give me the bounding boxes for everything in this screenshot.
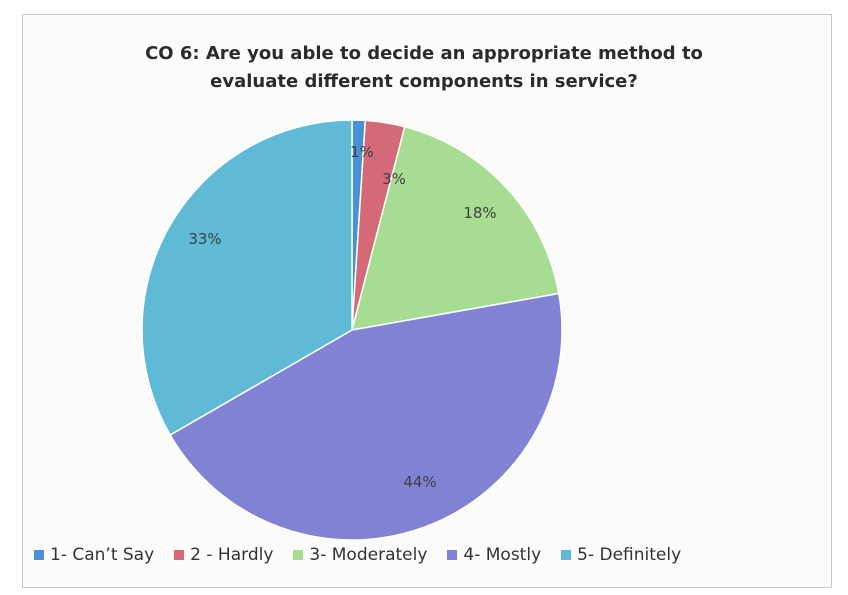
legend-item-5: 5- Definitely — [561, 545, 681, 565]
legend-item-3: 3- Moderately — [293, 545, 427, 565]
chart-legend: 1- Can’t Say 2 - Hardly 3- Moderately 4- Mo… — [34, 540, 834, 570]
legend-item-4: 4- Mostly — [447, 545, 541, 565]
legend-item-1: 1- Can’t Say — [34, 545, 154, 565]
legend-item-2: 2 - Hardly — [174, 545, 273, 565]
legend-label-5: 5- Definitely — [577, 545, 682, 565]
legend-swatch-4 — [447, 550, 458, 560]
legend-label-1: 1- Can’t Say — [50, 545, 155, 565]
data-label-2: 3% — [382, 170, 406, 188]
data-label-3: 18% — [463, 204, 496, 222]
pie-slice-5 — [141, 119, 353, 437]
legend-swatch-3 — [293, 550, 304, 560]
chart-title-line-1: CO 6: Are you able to decide an appropri… — [145, 43, 703, 64]
legend-swatch-5 — [561, 550, 572, 560]
pie-slice-4 — [169, 292, 563, 541]
legend-label-3: 3- Moderately — [309, 545, 428, 565]
chart-title-line-2: evaluate different components in service… — [210, 71, 638, 92]
pie-slice-3 — [350, 125, 560, 331]
legend-swatch-2 — [174, 550, 185, 560]
legend-label-4: 4- Mostly — [463, 545, 542, 565]
legend-swatch-1 — [34, 550, 44, 560]
data-label-1: 1% — [350, 143, 374, 161]
data-label-4: 44% — [403, 473, 436, 491]
chart-title: CO 6: Are you able to decide an appropri… — [0, 40, 848, 96]
legend-label-2: 2 - Hardly — [190, 545, 274, 565]
data-label-5: 33% — [188, 230, 221, 248]
